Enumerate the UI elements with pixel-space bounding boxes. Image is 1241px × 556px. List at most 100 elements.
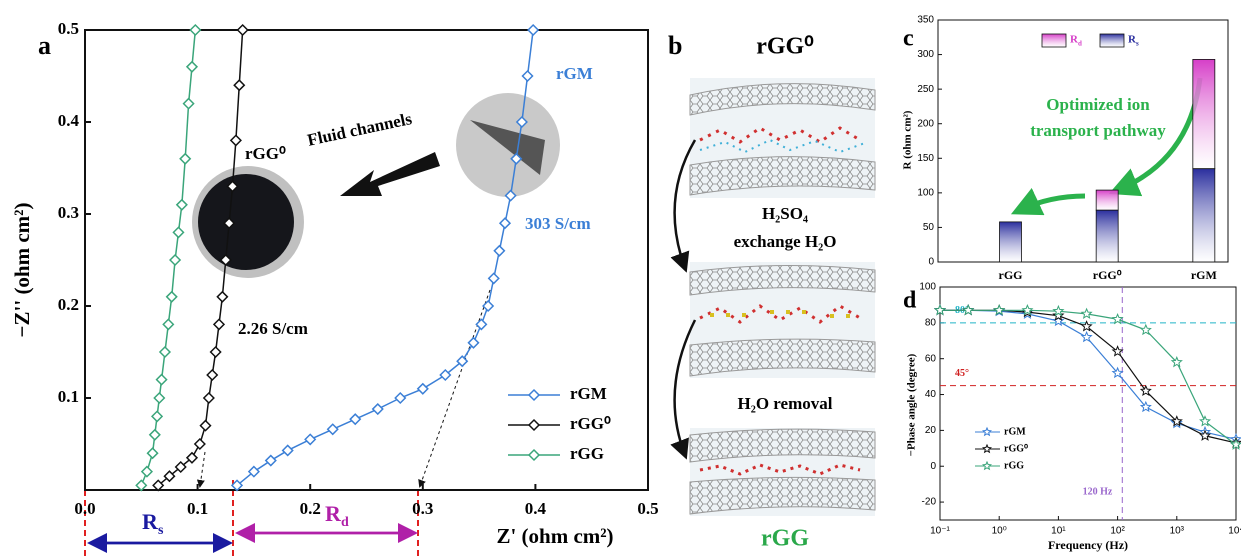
annotation: rGG⁰ (245, 144, 286, 163)
x-tick-label: 0.2 (300, 499, 321, 518)
data-point (935, 305, 945, 314)
data-point (142, 467, 152, 477)
data-point (217, 292, 227, 302)
diagram: b rGG⁰ H₂SO₄ exchange H₂O H₂O removal rG… (668, 31, 875, 552)
legend-marker (529, 390, 539, 400)
y-tick-label: 0.1 (58, 387, 79, 406)
data-point (523, 71, 533, 81)
y-tick-label: 40 (925, 389, 937, 400)
x-tick-label: 0.4 (525, 499, 547, 518)
x-axis-label: Frequency (Hz) (1048, 538, 1128, 552)
x-tick-label: rGM (1191, 268, 1217, 282)
legend-marker (983, 428, 991, 435)
x-tick-label: 0.3 (412, 499, 433, 518)
data-point (163, 319, 173, 329)
annotation: R (325, 501, 342, 526)
data-point (152, 411, 162, 421)
y-tick-label: 150 (917, 153, 934, 164)
data-point (167, 292, 177, 302)
data-point (204, 393, 214, 403)
dashed-arrow (420, 290, 490, 486)
x-tick-label: rGG (999, 268, 1023, 282)
data-point (234, 80, 244, 90)
y-tick-label: 0.5 (58, 19, 79, 38)
annotation: Optimized ion (1046, 95, 1150, 114)
data-point (500, 218, 510, 228)
x-tick-label: 0.1 (187, 499, 208, 518)
legend-marker (529, 450, 539, 460)
x-tick-label: 10⁰ (992, 526, 1007, 537)
x-tick-label: 10⁻¹ (930, 526, 950, 537)
data-point (214, 319, 224, 329)
y-axis-label: −Z'' (ohm cm²) (10, 203, 34, 338)
annotation: 303 S/cm (525, 214, 591, 233)
y-tick-label: 0.3 (58, 203, 79, 222)
y-tick-label: 60 (925, 353, 937, 364)
data-point (180, 154, 190, 164)
step-label: exchange H₂O (734, 232, 837, 251)
annotation: transport pathway (1030, 121, 1166, 140)
legend-label: rGG (570, 444, 604, 463)
data-point (148, 448, 158, 458)
data-point (150, 430, 160, 440)
y-tick-label: 100 (919, 282, 936, 293)
data-point (200, 421, 210, 431)
bar-segment (1193, 59, 1215, 168)
annotation: R (142, 509, 159, 534)
data-point (154, 393, 164, 403)
dashed-arrow (200, 452, 205, 486)
y-tick-label: 0.2 (58, 295, 79, 314)
big-arrow (340, 152, 440, 196)
data-point (1082, 332, 1092, 341)
x-tick-label: 10² (1110, 526, 1125, 537)
bottom-label: rGG (761, 526, 809, 552)
data-point (211, 347, 221, 357)
legend-label: rGM (570, 384, 607, 403)
data-point (177, 200, 187, 210)
panel-label: c (903, 26, 914, 52)
legend-label: rGG⁰ (570, 414, 611, 433)
data-point (350, 414, 360, 424)
data-point (160, 347, 170, 357)
x-tick-label: 10¹ (1051, 526, 1066, 537)
legend-marker (983, 462, 991, 469)
data-point (395, 393, 405, 403)
y-tick-label: 0.4 (58, 111, 80, 130)
data-point (195, 439, 205, 449)
data-point (994, 305, 1004, 314)
bar-segment (1193, 169, 1215, 262)
y-tick-label: 80 (925, 317, 937, 328)
legend-label: rGG⁰ (1004, 443, 1028, 454)
bar-segment (1096, 190, 1118, 210)
data-point (187, 62, 197, 72)
series-line (940, 310, 1236, 443)
legend-label: s (1136, 40, 1139, 48)
y-axis-label: −Phase angle (degree) (906, 353, 918, 456)
data-point (494, 246, 504, 256)
data-point (305, 434, 315, 444)
photo-disk (198, 174, 294, 270)
x-tick-label: 10⁴ (1228, 526, 1241, 537)
data-point (136, 480, 146, 490)
data-point (1113, 314, 1123, 323)
data-point (157, 375, 167, 385)
y-tick-label: 250 (917, 84, 934, 95)
annotation: s (158, 523, 164, 538)
y-tick-label: 300 (917, 49, 934, 60)
bar-segment (1096, 210, 1118, 262)
data-point (476, 319, 486, 329)
reference-label: 120 Hz (1083, 486, 1113, 497)
legend-marker (983, 445, 991, 452)
data-point (483, 301, 493, 311)
y-tick-label: 0 (930, 461, 936, 472)
data-point (1113, 347, 1123, 356)
data-point (489, 273, 499, 283)
reference-label: 45° (955, 368, 969, 379)
panel-label: d (903, 288, 917, 314)
x-tick-label: 0.0 (74, 499, 95, 518)
y-tick-label: 350 (917, 15, 934, 26)
data-point (231, 135, 241, 145)
data-point (283, 445, 293, 455)
trend-arrow (1020, 196, 1085, 210)
data-point (468, 338, 478, 348)
